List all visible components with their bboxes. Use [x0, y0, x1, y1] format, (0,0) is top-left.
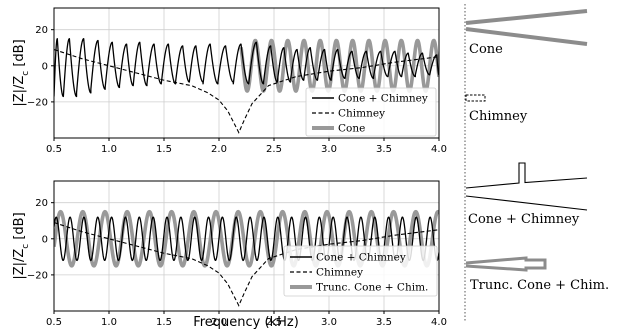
top-x-tick-label: 2.5	[266, 144, 282, 155]
top-y-label-sub: c	[21, 71, 31, 76]
top-legend-box	[305, 87, 437, 137]
bottom-legend-trunc-cone: Trunc. Cone + Chim.	[316, 282, 428, 294]
top-y-label-main: |Z|/Z	[12, 76, 27, 107]
bottom-x-tick-label: 3.5	[376, 317, 392, 328]
bottom-y-tick-label: 0	[42, 234, 48, 245]
bottom-legend-box	[283, 245, 438, 297]
top-x-tick-label: 3.5	[376, 144, 392, 155]
cone-lower-wall	[465, 27, 588, 46]
bottom-legend-chimney: Chimney	[316, 267, 363, 279]
cone-sketch	[465, 9, 588, 46]
bottom-ticks: 0.5 1.0 1.5 2.0 2.5 3.0 3.5 4.0 20 0 −20	[27, 198, 447, 328]
bottom-y-label-unit: [dB]	[12, 212, 27, 243]
bottom-plot-frame	[53, 180, 440, 312]
top-y-axis-label: |Z|/Zc [dB]	[12, 39, 31, 106]
top-series-chimney	[54, 49, 439, 134]
top-plot-frame	[53, 7, 440, 139]
bottom-x-tick-label: 2.5	[266, 317, 282, 328]
top-ticks: 0.5 1.0 1.5 2.0 2.5 3.0 3.5 4.0 20 0 −20	[27, 25, 447, 155]
bottom-x-tick-label: 1.0	[101, 317, 117, 328]
top-legend-cone-chimney: Cone + Chimney	[338, 93, 428, 105]
bottom-x-tick-label: 0.5	[46, 317, 62, 328]
top-x-tick-label: 0.5	[46, 144, 62, 155]
cone-label: Cone	[469, 42, 503, 57]
top-legend-chimney: Chimney	[338, 108, 385, 120]
bottom-x-tick-label: 4.0	[431, 317, 447, 328]
cone-chimney-label: Cone + Chimney	[468, 212, 580, 227]
top-series	[54, 38, 439, 134]
bottom-legend-cone-chimney: Cone + Chimney	[316, 252, 406, 264]
bottom-legend: Cone + Chimney Chimney Trunc. Cone + Chi…	[283, 245, 438, 297]
top-legend: Cone + Chimney Chimney Cone	[305, 87, 437, 137]
cone-chimney-sketch	[465, 162, 588, 211]
top-y-tick-label: 20	[35, 25, 48, 36]
chimney-sketch	[465, 94, 486, 102]
top-x-tick-label: 3.0	[321, 144, 337, 155]
bottom-series	[54, 209, 439, 307]
bottom-y-label-main: |Z|/Z	[12, 249, 27, 280]
top-x-tick-label: 1.0	[101, 144, 117, 155]
top-x-tick-label: 1.5	[156, 144, 172, 155]
bottom-series-cone-chimney	[54, 216, 439, 262]
bottom-x-tick-label: 2.0	[211, 317, 227, 328]
top-y-label-unit: [dB]	[12, 39, 27, 70]
bottom-y-axis-label: |Z|/Zc [dB]	[12, 212, 31, 279]
top-y-tick-label: −20	[27, 97, 48, 108]
bottom-series-trunc-cone-chim	[54, 209, 439, 268]
top-x-tick-label: 4.0	[431, 144, 447, 155]
top-legend-cone: Cone	[338, 123, 365, 135]
chimney-label: Chimney	[469, 109, 528, 124]
bottom-series-chimney	[54, 222, 439, 307]
top-panel: 0.5 1.0 1.5 2.0 2.5 3.0 3.5 4.0 20 0 −20 Cone + Ch…	[12, 7, 447, 155]
trunc-cone-chimney-label: Trunc. Cone + Chim.	[470, 278, 609, 293]
bottom-y-tick-label: −20	[27, 270, 48, 281]
x-axis-label: Frequency (kHz)	[193, 315, 299, 329]
bottom-y-tick-label: 20	[35, 198, 48, 209]
bottom-panel: 0.5 1.0 1.5 2.0 2.5 3.0 3.5 4.0 20 0 −20 Cone + Ch…	[12, 180, 447, 328]
top-series-cone-chimney	[54, 38, 439, 98]
top-y-tick-label: 0	[42, 61, 48, 72]
trunc-cone-chimney-sketch	[465, 256, 547, 272]
bottom-x-tick-label: 3.0	[321, 317, 337, 328]
bottom-x-tick-label: 1.5	[156, 317, 172, 328]
cone-upper-wall	[465, 9, 588, 25]
top-x-tick-label: 2.0	[211, 144, 227, 155]
bottom-y-label-sub: c	[21, 244, 31, 249]
